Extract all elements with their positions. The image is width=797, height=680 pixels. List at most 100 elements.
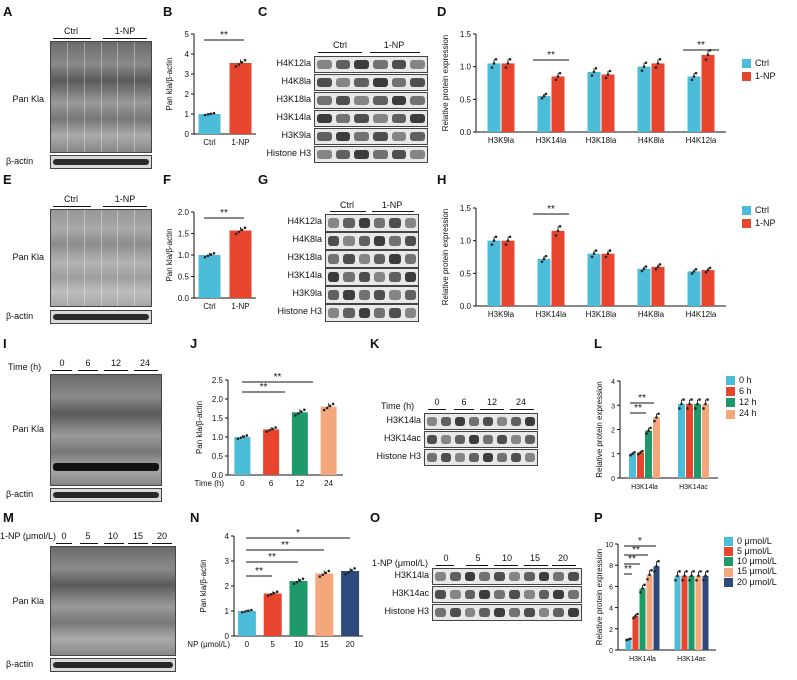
- blot-band: [317, 114, 332, 123]
- data-point: [300, 410, 303, 413]
- blot-e-group-np: 1-NP: [114, 194, 136, 204]
- blot-band: [525, 417, 535, 426]
- blot-band: [374, 218, 386, 228]
- data-point: [642, 267, 646, 271]
- sig-marker: **: [628, 554, 636, 565]
- blot-row-label: H4K8la: [281, 75, 311, 86]
- blot-band: [343, 272, 355, 282]
- blot-band: [317, 132, 332, 141]
- data-point: [506, 239, 510, 242]
- blot-c-group-np: 1-NP: [383, 40, 405, 50]
- bar: [701, 54, 715, 133]
- data-point: [637, 452, 640, 456]
- legend-item: 10 μmol/L: [724, 556, 777, 567]
- blot-band: [354, 78, 369, 87]
- data-point: [688, 402, 691, 406]
- blot-band: [358, 272, 370, 282]
- blot-k-tick: 24: [515, 397, 527, 407]
- blot-band: [404, 308, 416, 318]
- y-tick-label: 4: [185, 50, 190, 59]
- data-point: [298, 579, 302, 582]
- blot-strip: [314, 56, 428, 73]
- y-tick-label: 6: [609, 584, 613, 591]
- y-tick-label: 3: [225, 557, 230, 566]
- legend-item: 1-NP: [742, 71, 776, 82]
- blot-k-tick: 12: [486, 397, 498, 407]
- data-point: [245, 434, 249, 437]
- y-axis-label: Pan kla/β-actin: [165, 57, 174, 110]
- bar: [674, 575, 681, 650]
- blot-strip: [314, 92, 428, 109]
- y-tick-label: 8: [609, 563, 613, 570]
- data-point: [683, 574, 686, 578]
- data-point: [708, 266, 712, 270]
- blot-band: [317, 78, 332, 87]
- blot-e-main-label: Pan Kla: [12, 252, 44, 262]
- data-point: [274, 426, 277, 429]
- y-tick-label: 2: [611, 428, 615, 435]
- data-point: [250, 608, 253, 612]
- blot-band: [511, 435, 521, 444]
- x-tick-label: H3K14ac: [677, 656, 706, 663]
- bar: [601, 253, 615, 306]
- bar: [632, 616, 639, 650]
- bar: [198, 255, 221, 298]
- panel-label-m: M: [3, 510, 14, 525]
- blot-row-label: Histone H3: [266, 147, 311, 158]
- legend-item: Ctrl: [742, 205, 776, 216]
- data-point: [236, 437, 240, 441]
- blot-band: [354, 60, 369, 69]
- blot-band: [335, 78, 351, 87]
- bar: [629, 453, 636, 478]
- blot-band: [328, 308, 340, 318]
- blot-row-label: Histone H3: [384, 605, 429, 616]
- blot-row-label: H3K14la: [287, 270, 322, 280]
- blot-i-tick: 0: [59, 358, 65, 368]
- blot-band: [410, 60, 425, 69]
- data-point: [686, 407, 689, 410]
- data-point: [594, 249, 598, 252]
- data-point: [685, 570, 688, 573]
- data-point: [704, 270, 708, 274]
- y-tick-label: 1: [611, 452, 615, 459]
- y-axis-label: Relative protein expression: [441, 209, 450, 306]
- legend-item: 24 h: [726, 408, 757, 419]
- blot-o-tick: 15: [529, 553, 541, 563]
- data-point: [240, 228, 244, 232]
- blot-band: [404, 272, 416, 282]
- blot-c-group-ctrl: Ctrl: [333, 40, 347, 50]
- blot-i-main-label: Pan Kla: [12, 424, 44, 434]
- bar: [687, 271, 701, 306]
- blot-k-tick: 0: [434, 397, 440, 407]
- blot-band: [497, 453, 507, 462]
- blot-strip: [325, 250, 419, 268]
- blot-band: [497, 435, 507, 444]
- y-tick-label: 0.5: [460, 95, 472, 104]
- data-point: [243, 58, 247, 62]
- blot-band: [427, 435, 437, 444]
- blot-k-tick: 6: [461, 397, 467, 407]
- blot-band: [509, 608, 520, 617]
- bar: [701, 270, 715, 306]
- blot-band: [354, 114, 369, 123]
- data-point: [642, 65, 646, 68]
- blot-band: [494, 590, 505, 599]
- blot-row-label: Histone H3: [376, 450, 421, 461]
- blot-strip: [432, 568, 582, 585]
- chart-b: 0 1 2 3 4 5 Pan kla/β-actin Ctrl 1-NP **: [165, 30, 256, 147]
- blot-strip: [314, 128, 428, 145]
- data-point: [604, 255, 608, 259]
- blot-i-axis-label: Time (h): [8, 362, 42, 372]
- data-point: [554, 78, 558, 82]
- data-point: [632, 616, 635, 620]
- actin-blot-image: [50, 310, 152, 324]
- data-point: [634, 614, 637, 618]
- y-tick-label: 0.5: [460, 269, 472, 278]
- blot-band: [389, 218, 401, 228]
- blot-strip: [325, 232, 419, 250]
- bar: [501, 63, 515, 132]
- sig-marker: **: [697, 40, 705, 51]
- blot-strip: [314, 146, 428, 163]
- blot-band: [343, 308, 355, 318]
- legend-item: 0 μmol/L: [724, 536, 777, 547]
